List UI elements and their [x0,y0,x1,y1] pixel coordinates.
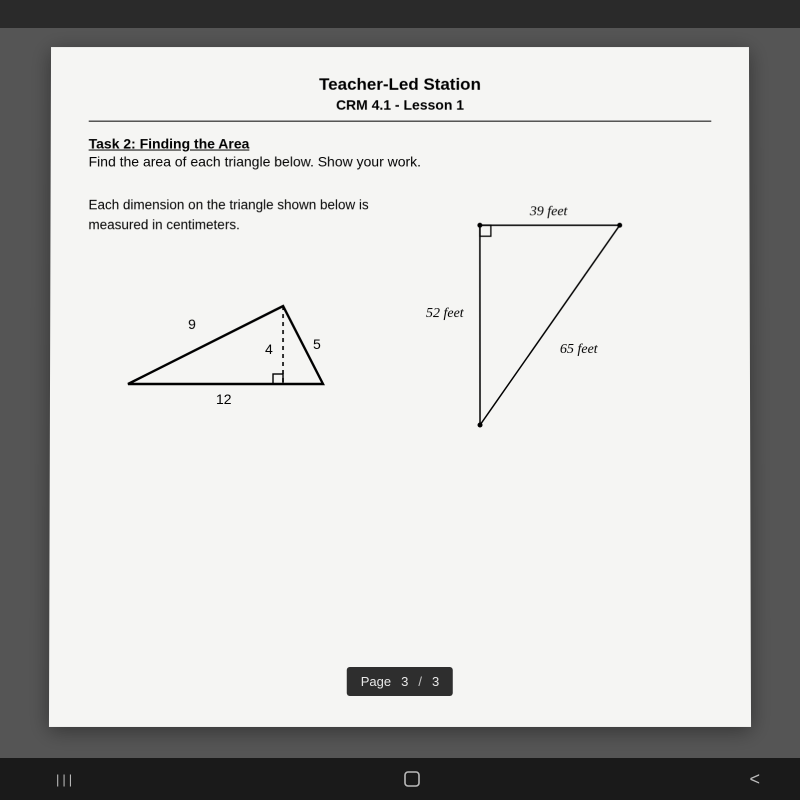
pager-label: Page [361,674,391,689]
label-height: 4 [265,341,273,357]
pager-current: 3 [401,674,408,689]
page-subtitle: CRM 4.1 - Lesson 1 [89,97,712,113]
worksheet-page: Teacher-Led Station CRM 4.1 - Lesson 1 T… [49,47,751,727]
triangle-left: 9 4 5 12 [88,244,368,414]
label-side-a: 9 [188,316,196,332]
task-instruction: Find the area of each triangle below. Sh… [89,154,712,170]
figures-row: Each dimension on the triangle shown bel… [88,195,712,455]
pager-sep: / [418,674,422,689]
left-problem: Each dimension on the triangle shown bel… [88,195,380,455]
right-problem: 39 feet 52 feet 65 feet [420,195,712,455]
home-button[interactable] [403,770,421,788]
recent-apps-button[interactable]: ||| [56,772,75,787]
task-heading: Task 2: Finding the Area [89,136,712,152]
label-hyp: 65 feet [560,342,599,357]
device-nav-bar: ||| < [0,758,800,800]
left-caption: Each dimension on the triangle shown bel… [88,195,380,234]
label-top: 39 feet [529,204,569,219]
worksheet-header: Teacher-Led Station CRM 4.1 - Lesson 1 [89,75,712,113]
page-title: Teacher-Led Station [89,75,711,95]
page-indicator[interactable]: Page 3 / 3 [347,667,453,696]
header-divider [89,121,712,122]
label-base: 12 [216,391,232,407]
label-left: 52 feet [426,306,465,321]
pager-total: 3 [432,674,439,689]
triangle-right: 39 feet 52 feet 65 feet [420,195,680,455]
window-top-bar [0,0,800,28]
back-button[interactable]: < [749,769,760,790]
document-viewport[interactable]: Teacher-Led Station CRM 4.1 - Lesson 1 T… [0,28,800,758]
label-side-b: 5 [313,336,321,352]
